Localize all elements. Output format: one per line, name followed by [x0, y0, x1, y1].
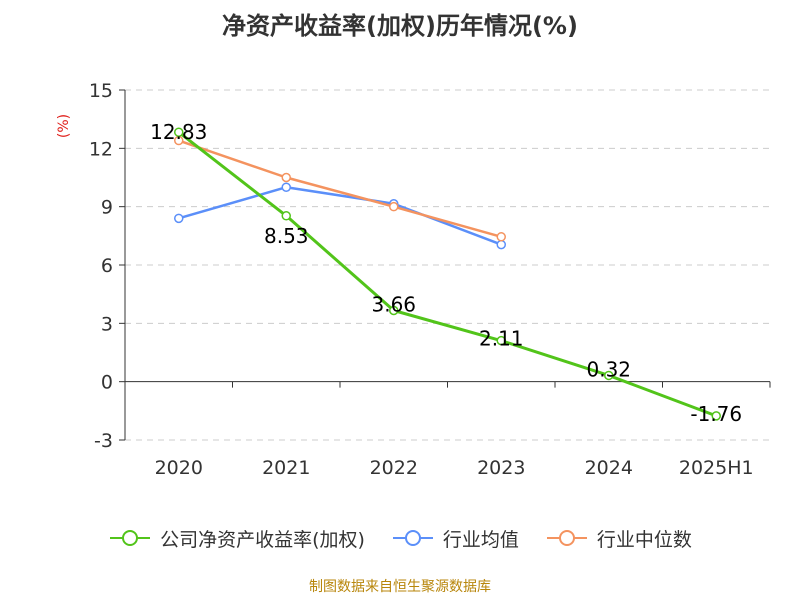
y-tick-label: 3: [101, 313, 113, 335]
y-tick-label: 6: [101, 255, 113, 277]
data-point: [281, 211, 291, 221]
legend: 公司净资产收益率(加权) 行业均值 行业中位数: [0, 520, 800, 556]
data-point: [711, 411, 721, 421]
x-tick-label: 2025H1: [679, 457, 754, 479]
data-point: [604, 370, 614, 381]
legend-label: 行业中位数: [596, 528, 692, 551]
x-tick-label: 2024: [585, 457, 633, 479]
x-tick-label: 2021: [262, 457, 310, 479]
source-note: 制图数据来自恒生聚源数据库: [309, 579, 491, 595]
data-label: 2.11: [479, 327, 524, 351]
legend-line-marker-icon: [110, 530, 151, 546]
data-point: [496, 335, 506, 346]
legend-item-industry-median[interactable]: 行业中位数: [545, 525, 692, 552]
legend-label: 公司净资产收益率(加权): [160, 528, 365, 551]
y-tick-label: 9: [101, 197, 113, 219]
y-tick-label: 0: [101, 372, 113, 394]
line-chart: 15 12 9 6 3 0 -3 2020 2021 2022 2023 2024 2025H1 12.…: [56, 80, 771, 479]
data-label: 12.83: [150, 120, 207, 144]
data-point: [389, 201, 399, 212]
data-point: [174, 213, 184, 224]
data-label: 0.32: [586, 357, 631, 381]
x-tick-label: 2023: [477, 457, 525, 479]
legend-line-marker-icon: [546, 530, 587, 546]
y-tick-label: -3: [94, 430, 113, 452]
series-line-2: [178, 139, 502, 239]
legend-item-company-roe[interactable]: 公司净资产收益率(加权): [108, 525, 365, 552]
data-point: [496, 239, 506, 250]
chart-title: 净资产收益率(加权)历年情况(%): [222, 12, 578, 40]
legend-line-marker-icon: [392, 530, 433, 546]
series-layer: [174, 127, 721, 421]
axis-layer: 15 12 9 6 3 0 -3 2020 2021 2022 2023 2024 2025H1: [89, 80, 771, 479]
legend-item-industry-mean[interactable]: 行业均值: [391, 525, 519, 552]
y-axis-label: (%): [56, 114, 72, 138]
data-point: [281, 182, 291, 192]
series-line-1: [178, 185, 502, 246]
data-label: 3.66: [371, 293, 416, 317]
y-tick-label: 15: [89, 80, 113, 102]
x-tick-label: 2020: [155, 457, 203, 479]
x-tick-label: 2022: [370, 457, 418, 479]
data-label-layer: 12.83 8.53 3.66 2.11 0.32 -1.76: [150, 120, 742, 426]
series-line-0: [177, 131, 717, 418]
data-point: [496, 232, 506, 242]
data-point: [389, 305, 399, 316]
data-label: -1.76: [690, 402, 742, 426]
data-point: [281, 172, 291, 183]
legend-label: 行业均值: [442, 528, 519, 551]
data-label: 8.53: [264, 224, 309, 248]
grid-layer: [125, 89, 770, 441]
data-point: [174, 127, 184, 137]
y-tick-label: 12: [89, 138, 113, 160]
